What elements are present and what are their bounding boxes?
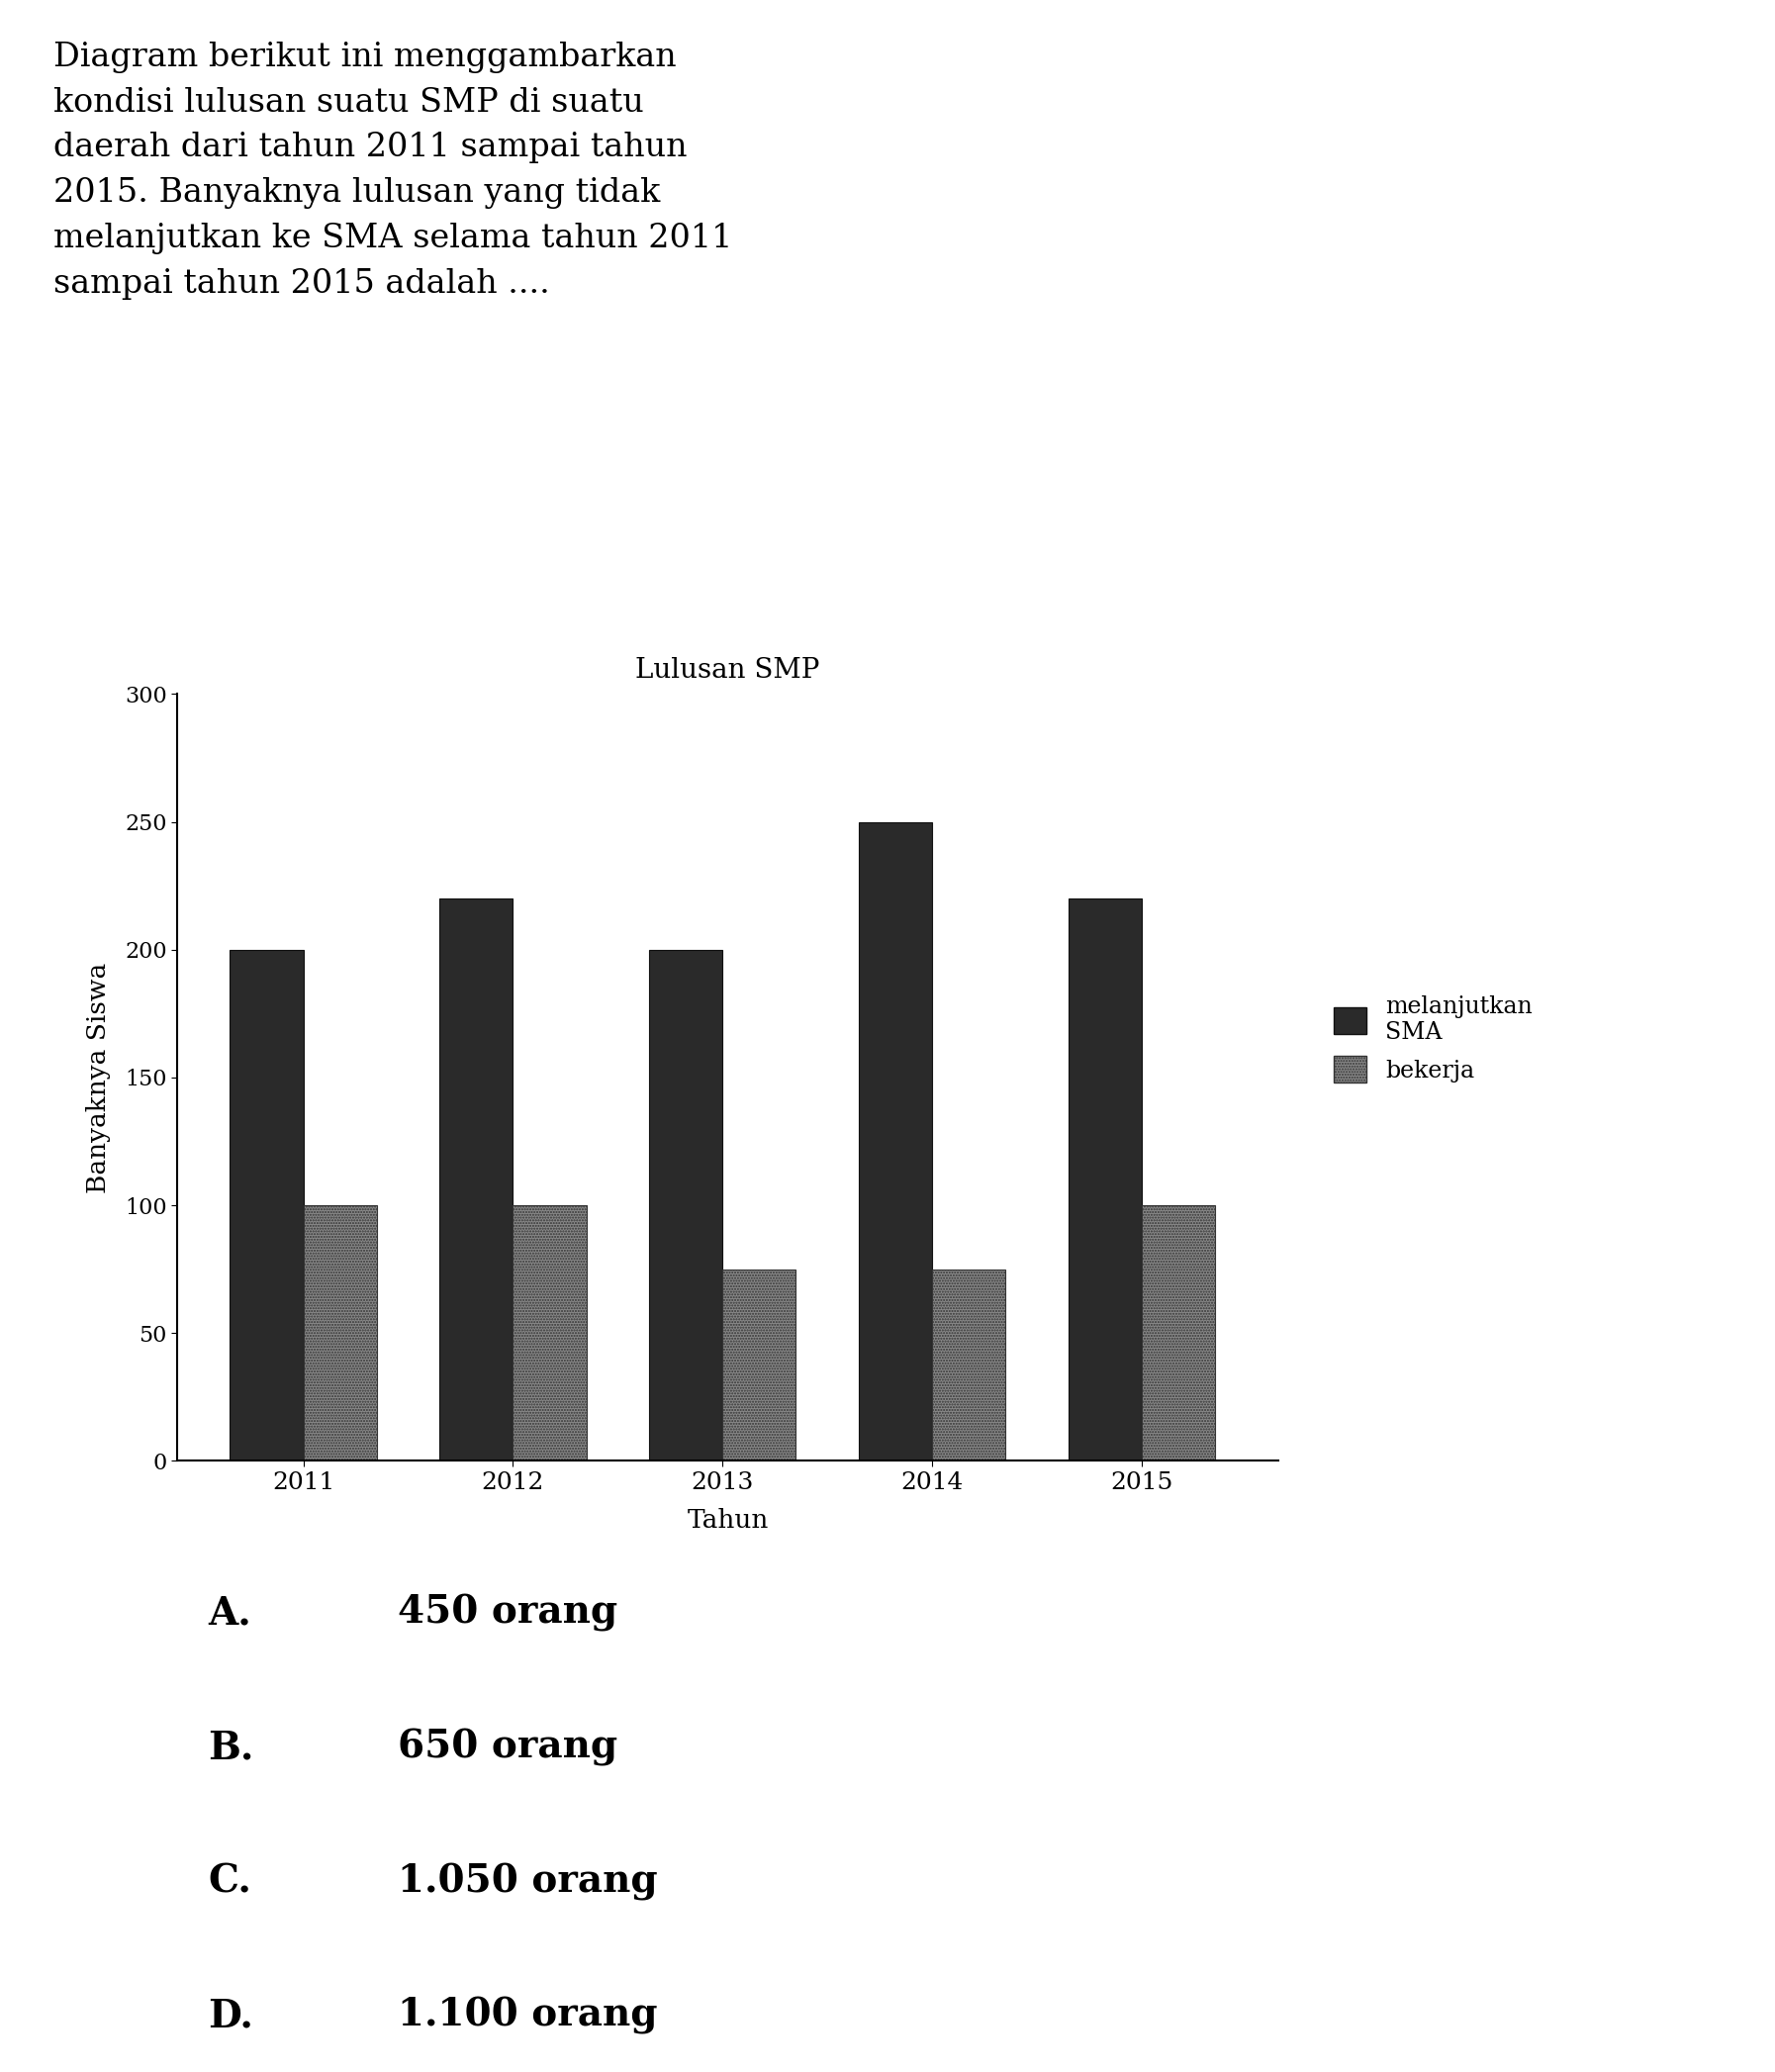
Text: 450 orang: 450 orang: [398, 1595, 618, 1633]
Title: Lulusan SMP: Lulusan SMP: [635, 657, 820, 684]
Bar: [1069, 899, 1141, 1461]
Text: 1.050 orang: 1.050 orang: [398, 1863, 657, 1900]
Bar: [231, 949, 304, 1461]
Text: A.: A.: [208, 1595, 252, 1633]
Text: Diagram berikut ini menggambarkan
kondisi lulusan suatu SMP di suatu
daerah dari: Diagram berikut ini menggambarkan kondis…: [53, 41, 733, 300]
Text: B.: B.: [208, 1728, 254, 1765]
Bar: [859, 823, 932, 1461]
Bar: [440, 899, 513, 1461]
Bar: [1141, 1206, 1216, 1461]
Text: C.: C.: [208, 1863, 252, 1900]
Bar: [304, 1206, 376, 1461]
Bar: [932, 1268, 1005, 1461]
Text: 1.100 orang: 1.100 orang: [398, 1997, 657, 2035]
Bar: [722, 1268, 795, 1461]
Bar: [650, 949, 722, 1461]
Text: D.: D.: [208, 1997, 254, 2035]
Y-axis label: Banyaknya Siswa: Banyaknya Siswa: [87, 961, 112, 1193]
Bar: [513, 1206, 586, 1461]
Legend: melanjutkan
SMA, bekerja: melanjutkan SMA, bekerja: [1333, 995, 1532, 1084]
Text: 650 orang: 650 orang: [398, 1728, 618, 1765]
X-axis label: Tahun: Tahun: [687, 1508, 769, 1533]
